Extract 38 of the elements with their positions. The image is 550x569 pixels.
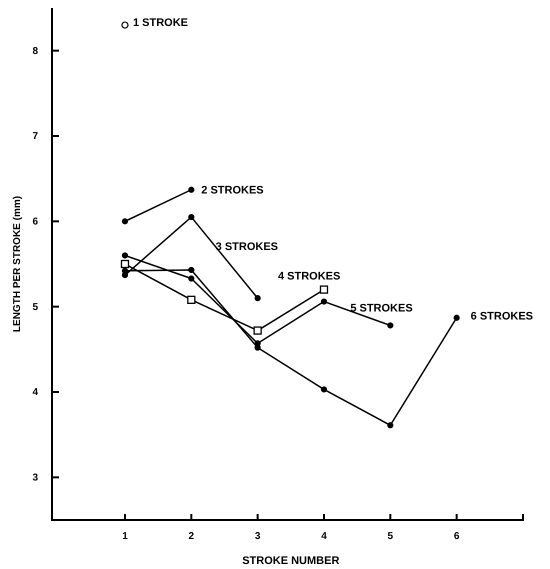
series-label: 5 STROKES bbox=[350, 302, 413, 314]
x-tick-label: 4 bbox=[321, 531, 328, 542]
y-tick-label: 8 bbox=[32, 46, 38, 57]
point bbox=[120, 260, 130, 268]
y-tick-label: 3 bbox=[32, 472, 38, 484]
point bbox=[121, 21, 129, 29]
x-tick-label: 5 bbox=[388, 531, 394, 542]
series-label: 6 STROKES bbox=[470, 310, 534, 323]
point bbox=[122, 218, 128, 224]
point bbox=[188, 214, 194, 220]
point bbox=[320, 285, 328, 294]
point bbox=[188, 266, 194, 274]
x-tick-label: 2 bbox=[188, 531, 195, 542]
point bbox=[320, 298, 328, 305]
point bbox=[387, 322, 394, 329]
point bbox=[254, 344, 261, 351]
y-tick-label: 4 bbox=[32, 387, 38, 398]
y-tick-label: 5 bbox=[32, 302, 38, 313]
x-tick-label: 3 bbox=[254, 531, 261, 542]
point bbox=[188, 275, 194, 282]
series-label: 1 STROKE bbox=[132, 16, 188, 29]
x-axis-title: STROKE NUMBER bbox=[242, 555, 340, 567]
series-label: 4 STROKES bbox=[278, 270, 340, 282]
point bbox=[187, 296, 196, 304]
point bbox=[254, 295, 261, 302]
series-label: 2 STROKES bbox=[201, 184, 264, 197]
y-tick-label: 7 bbox=[32, 131, 38, 142]
y-tick-label: 6 bbox=[32, 216, 38, 228]
y-axis-title: LENGTH PER STROKE (mm) bbox=[12, 196, 23, 332]
x-tick-label: 6 bbox=[454, 531, 460, 542]
point bbox=[122, 252, 128, 259]
point bbox=[387, 422, 394, 428]
point bbox=[188, 186, 194, 193]
point bbox=[320, 386, 328, 393]
point bbox=[454, 314, 460, 321]
x-tick-label: 1 bbox=[122, 531, 128, 542]
point bbox=[254, 326, 262, 335]
point bbox=[122, 268, 128, 274]
